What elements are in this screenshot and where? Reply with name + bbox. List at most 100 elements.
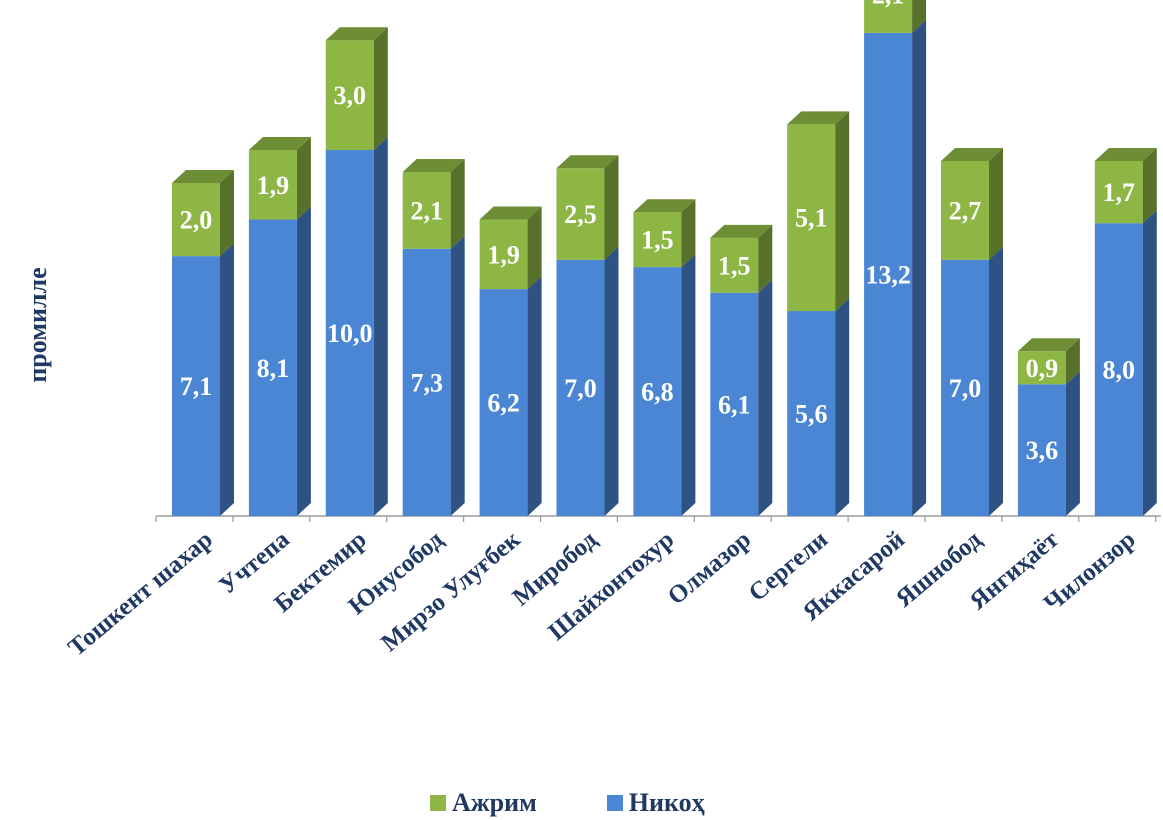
bar-marriage-front xyxy=(787,311,836,516)
data-label-divorce: 5,1 xyxy=(795,204,828,233)
bar-divorce-top xyxy=(1094,147,1157,161)
data-label-divorce: 1,5 xyxy=(641,226,674,255)
y-axis-label-container: промилле xyxy=(8,250,68,400)
bar-marriage-front xyxy=(941,259,989,516)
bar-divorce-side xyxy=(527,206,542,290)
bar-marriage-front xyxy=(1094,223,1143,516)
data-label-divorce: 2,1 xyxy=(872,0,905,9)
x-tick-label: Олмазор xyxy=(663,526,756,610)
legend-label-marriage: Никоҳ xyxy=(628,788,705,817)
data-label-divorce: 2,5 xyxy=(564,200,597,229)
bar-marriage-side xyxy=(450,235,465,516)
bar-divorce-side xyxy=(604,155,619,260)
bar-divorce-front xyxy=(479,219,528,290)
data-label-divorce: 1,5 xyxy=(718,251,751,280)
data-label-marriage: 6,2 xyxy=(487,389,520,418)
bar-divorce-top xyxy=(710,224,773,238)
bar-marriage-side xyxy=(989,246,1003,517)
bar-marriage-front xyxy=(864,32,913,516)
legend-label-divorce: Ажрим xyxy=(452,788,537,817)
data-label-marriage: 3,6 xyxy=(1026,436,1059,465)
bar-marriage-side xyxy=(527,276,542,516)
bar-marriage-front xyxy=(710,292,759,516)
bar-marriage-front xyxy=(1017,384,1066,516)
bar-divorce-front xyxy=(172,182,220,257)
bar-divorce-side xyxy=(681,199,696,268)
bar-marriage-side xyxy=(373,137,388,516)
legend-swatch-divorce xyxy=(430,795,446,811)
bar-marriage-side xyxy=(912,19,927,516)
bar-divorce-top xyxy=(325,27,388,41)
bar-marriage-side xyxy=(296,206,311,517)
bar-divorce-top xyxy=(248,137,311,150)
bar-divorce-front xyxy=(402,171,451,249)
data-label-divorce: 2,1 xyxy=(410,196,443,225)
bar-marriage-side xyxy=(220,243,234,516)
data-label-marriage: 7,3 xyxy=(410,368,443,397)
bar-divorce-side xyxy=(296,137,311,220)
data-label-divorce: 3,0 xyxy=(334,81,367,110)
bar-marriage-front xyxy=(325,150,374,516)
bar-divorce-front xyxy=(941,160,989,260)
bar-divorce-side xyxy=(373,27,388,151)
bar-divorce-front xyxy=(1094,160,1143,224)
bar-divorce-top xyxy=(172,169,234,183)
bar-divorce-top xyxy=(787,111,850,125)
bar-divorce-top xyxy=(941,147,1003,161)
bar-divorce-front xyxy=(864,0,913,33)
bar-divorce-side xyxy=(1065,338,1080,385)
bar-divorce-front xyxy=(325,40,374,151)
bar-divorce-side xyxy=(450,158,465,249)
bar-divorce-side xyxy=(1142,147,1157,224)
bar-marriage-front xyxy=(556,259,605,516)
bar-divorce-front xyxy=(1017,351,1066,385)
bar-marriage-side xyxy=(835,298,850,516)
data-label-divorce: 2,0 xyxy=(180,206,213,235)
bar-marriage-front xyxy=(402,248,451,516)
bar-divorce-front xyxy=(556,168,605,260)
legend: Ажрим Никоҳ xyxy=(430,786,850,820)
x-tick-label: Тошкент шахар xyxy=(63,526,218,662)
data-label-divorce: 0,9 xyxy=(1026,354,1059,383)
bar-marriage-front xyxy=(479,289,528,516)
bar-marriage-side xyxy=(604,246,619,517)
data-label-marriage: 7,0 xyxy=(949,374,982,403)
data-label-marriage: 7,0 xyxy=(564,374,597,403)
bar-divorce-top xyxy=(1017,338,1080,352)
legend-item-marriage: Никоҳ xyxy=(606,788,705,818)
bar-marriage-side xyxy=(758,279,773,516)
bar-divorce-front xyxy=(248,150,297,220)
bar-divorce-side xyxy=(758,224,773,293)
data-label-marriage: 10,0 xyxy=(327,319,373,348)
x-tick-label: Мирзо Улуғбек xyxy=(376,526,526,658)
bar-divorce-top xyxy=(633,199,696,213)
bar-divorce-side xyxy=(989,147,1003,260)
data-label-marriage: 6,1 xyxy=(718,390,751,419)
data-label-marriage: 13,2 xyxy=(865,260,911,289)
bar-divorce-front xyxy=(633,212,682,268)
y-axis-label: промилле xyxy=(23,267,52,383)
bar-marriage-side xyxy=(1142,210,1157,516)
bar-marriage-front xyxy=(172,256,220,516)
legend-swatch-marriage xyxy=(606,795,623,811)
data-label-marriage: 6,8 xyxy=(641,378,674,407)
bar-marriage-side xyxy=(681,254,696,516)
bar-divorce-side xyxy=(835,111,850,312)
data-label-divorce: 1,7 xyxy=(1103,178,1136,207)
bar-divorce-side xyxy=(912,0,927,33)
bar-divorce-top xyxy=(479,206,542,220)
bar-divorce-front xyxy=(710,237,759,293)
bar-marriage-front xyxy=(633,267,682,516)
data-label-marriage: 5,6 xyxy=(795,400,828,429)
data-label-divorce: 1,9 xyxy=(487,240,520,269)
bar-marriage-side xyxy=(1065,371,1080,516)
bar-divorce-side xyxy=(220,169,234,257)
bar-divorce-front xyxy=(787,124,836,312)
bar-marriage-front xyxy=(248,219,297,517)
data-label-marriage: 8,0 xyxy=(1103,356,1136,385)
data-label-divorce: 1,9 xyxy=(257,171,290,200)
bar-divorce-top xyxy=(556,155,619,169)
legend-item-divorce: Ажрим xyxy=(430,788,537,818)
data-label-marriage: 7,1 xyxy=(180,372,213,401)
